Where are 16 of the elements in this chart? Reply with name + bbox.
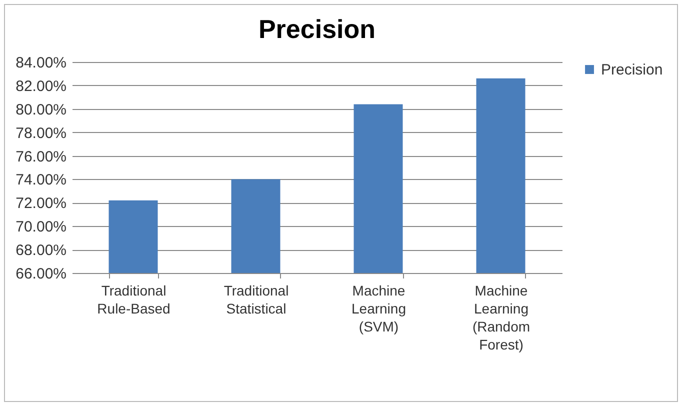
- legend-label: Precision: [601, 62, 663, 78]
- y-tick-label: 80.00%: [16, 101, 66, 118]
- x-tick-label: Machine Learning (Random Forest): [472, 282, 530, 352]
- y-tick-label: 70.00%: [16, 218, 66, 236]
- y-tick-label: 82.00%: [16, 78, 66, 95]
- y-tick-label: 66.00%: [16, 266, 66, 282]
- y-tick-label: 78.00%: [16, 124, 66, 142]
- x-tick-label: Traditional Statistical: [224, 282, 289, 316]
- y-tick-label: 68.00%: [16, 242, 66, 260]
- y-tick-label: 76.00%: [16, 148, 66, 166]
- x-tick-label: Traditional Rule-Based: [97, 282, 170, 316]
- y-tick-label: 84.00%: [16, 54, 66, 72]
- y-tick-label: 74.00%: [16, 172, 66, 189]
- chart-title: Precision: [258, 14, 376, 44]
- y-tick-label: 72.00%: [16, 195, 66, 212]
- x-tick-label: Machine Learning (SVM): [352, 282, 406, 334]
